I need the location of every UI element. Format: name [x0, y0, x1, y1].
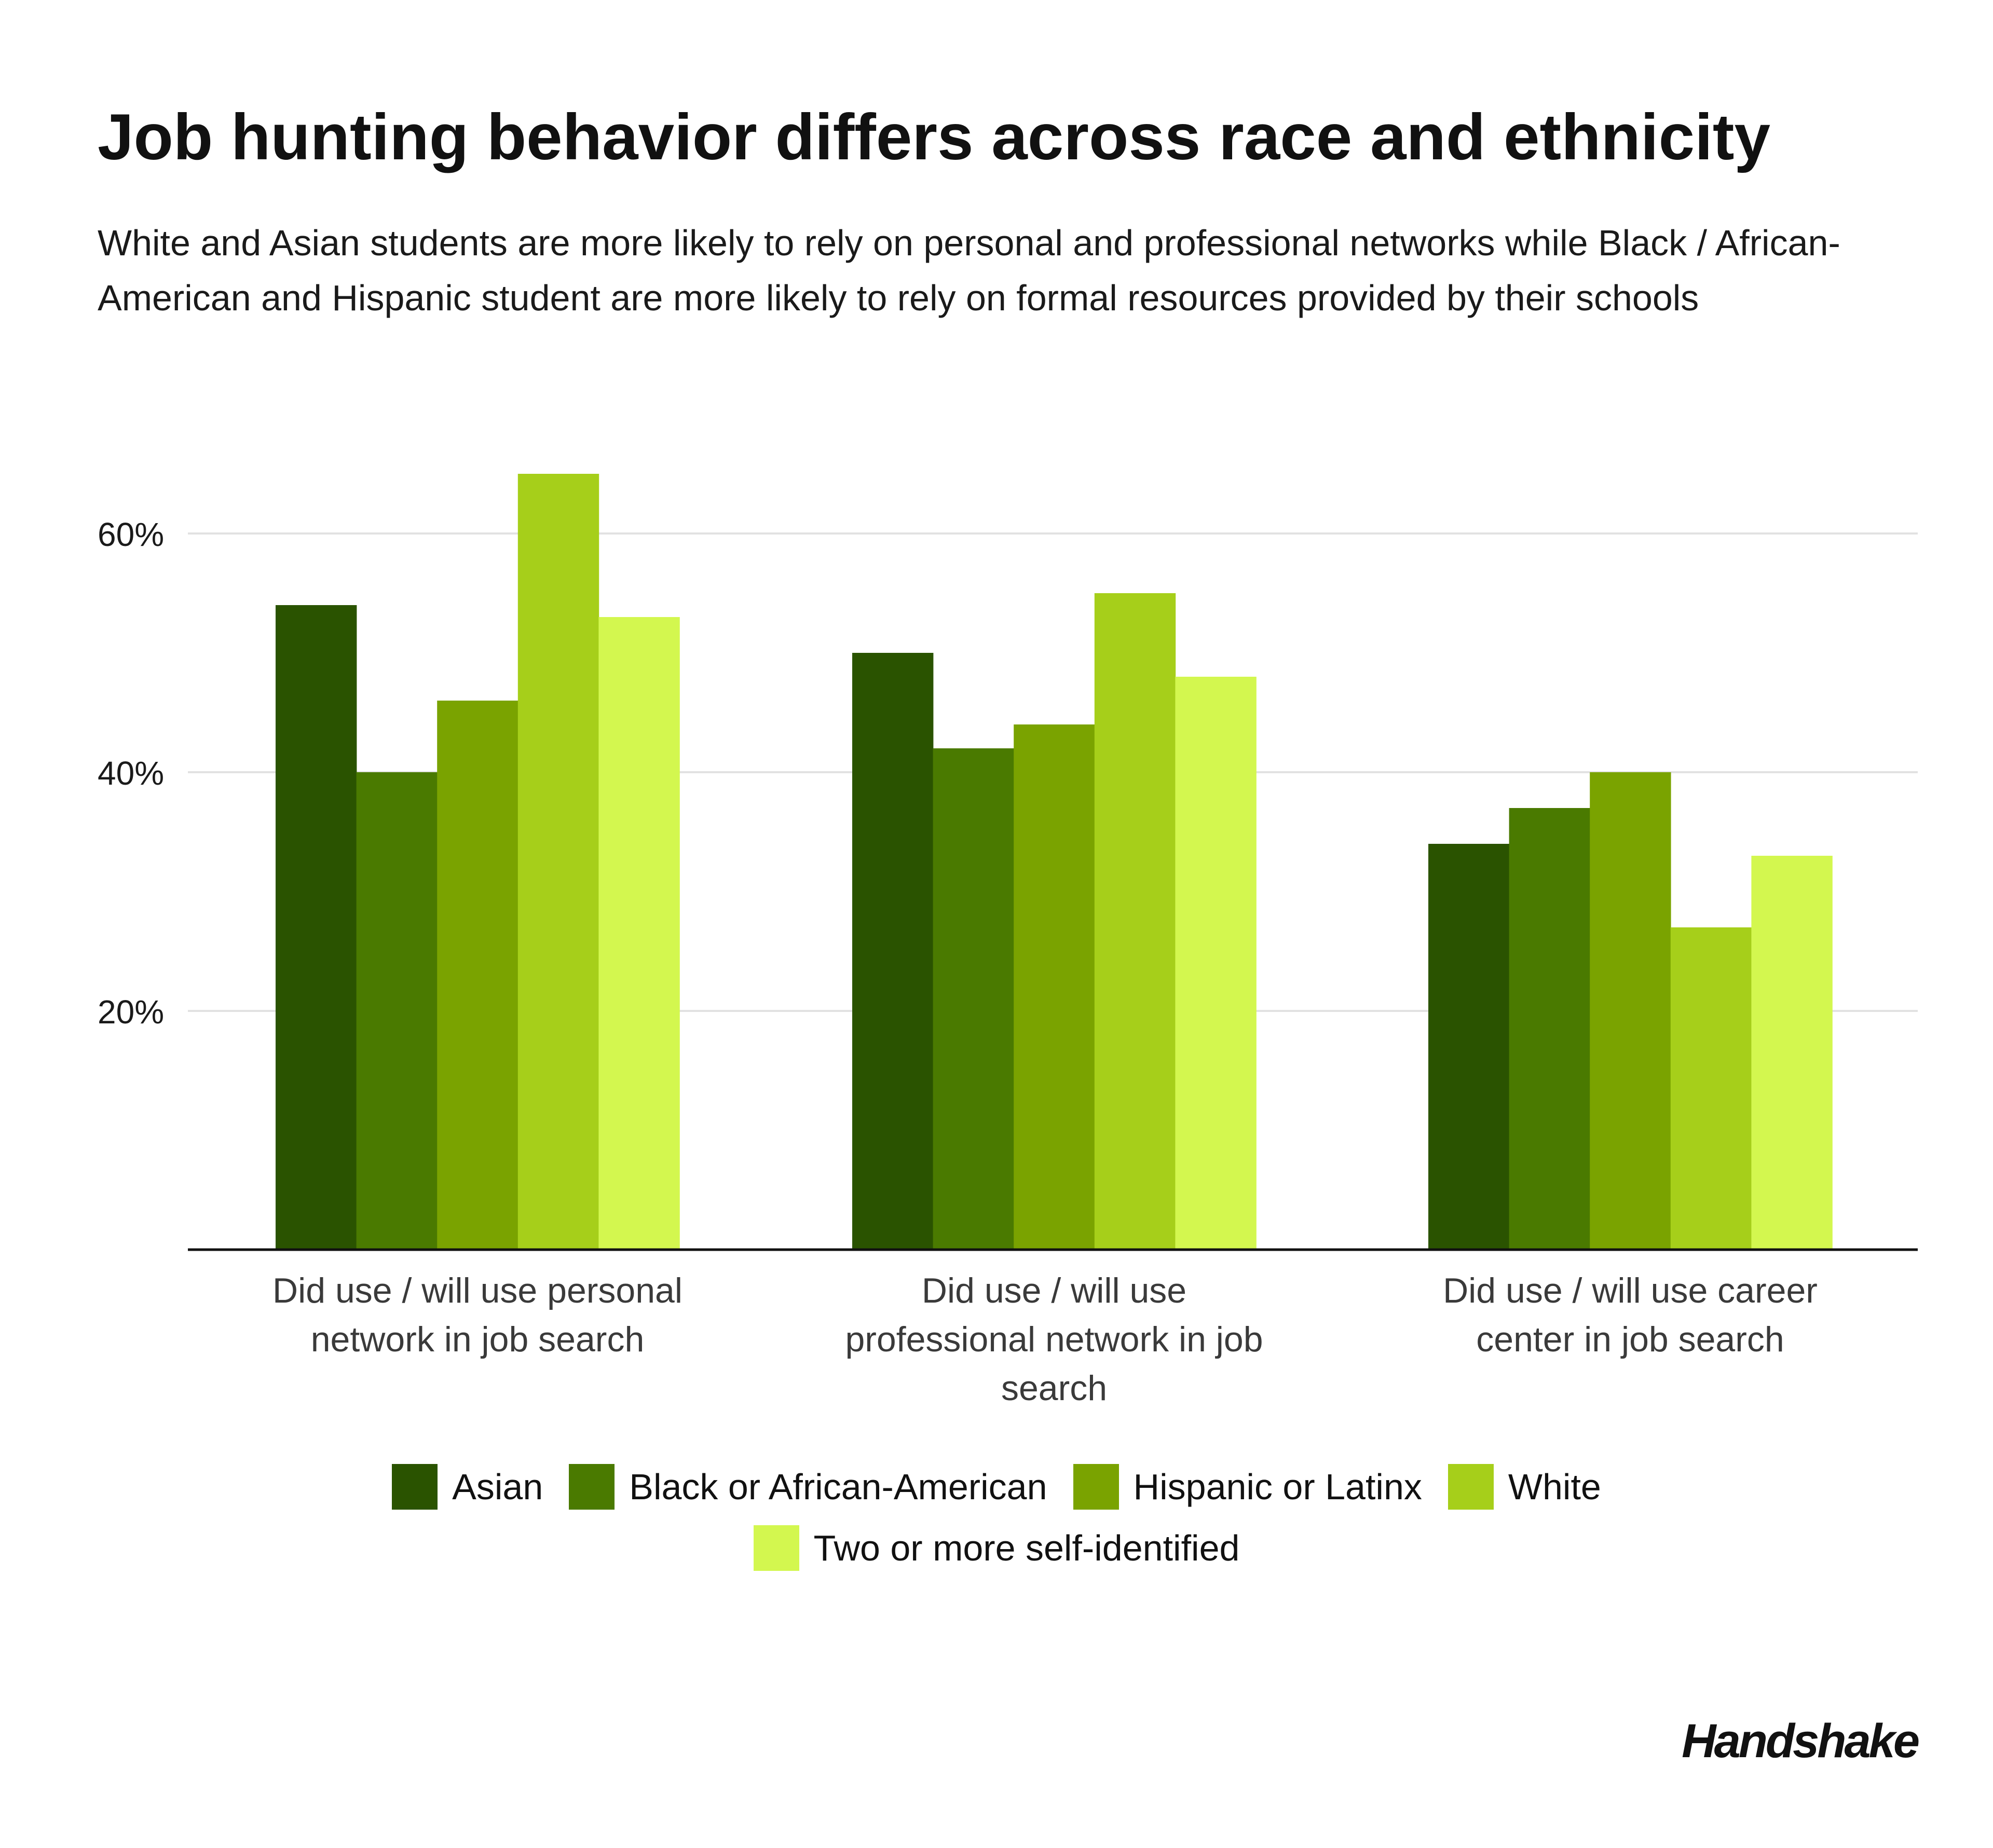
chart-subtitle: White and Asian students are more likely…: [98, 223, 1840, 318]
legend-label: Black or African-American: [629, 1467, 1047, 1507]
legend-item: White: [1448, 1463, 1601, 1510]
legend-label: White: [1508, 1467, 1601, 1507]
legend-label: Hispanic or Latinx: [1133, 1467, 1422, 1507]
bar-hispanic-or-latinx-2: [1014, 724, 1095, 1250]
legend-swatch: [392, 1464, 438, 1510]
bar-black-or-african-american-1: [356, 772, 438, 1250]
x-tick-label: Did use / will use: [922, 1271, 1186, 1310]
bar-hispanic-or-latinx-1: [437, 701, 518, 1250]
bar-two-or-more-self-identified-2: [1175, 677, 1257, 1250]
bar-white-2: [1094, 593, 1176, 1250]
bar-black-or-african-american-2: [933, 748, 1014, 1250]
legend-item: Black or African-American: [569, 1463, 1047, 1510]
y-tick-label: 40%: [98, 755, 164, 792]
bar-white-3: [1670, 927, 1752, 1250]
legend-swatch: [1448, 1464, 1494, 1510]
legend-item: Two or more self-identified: [753, 1525, 1240, 1571]
handshake-logo: Handshake: [1682, 1715, 1920, 1768]
legend-swatch: [569, 1464, 615, 1510]
bar-white-1: [517, 474, 599, 1250]
y-tick-label: 60%: [98, 516, 164, 553]
chart-title: Job hunting behavior differs across race…: [98, 101, 1770, 173]
x-tick-label: search: [1001, 1368, 1107, 1408]
chart-legend: Asian Black or African-American Hispanic o…: [260, 1463, 1733, 1571]
x-tick-label: Did use / will use personal: [272, 1271, 682, 1310]
x-tick-label: network in job search: [311, 1320, 645, 1359]
bar-two-or-more-self-identified-1: [598, 617, 680, 1250]
legend-label: Two or more self-identified: [813, 1528, 1240, 1568]
bar-black-or-african-american-3: [1509, 808, 1590, 1250]
x-tick-label: professional network in job: [845, 1320, 1263, 1359]
bar-asian-2: [852, 653, 934, 1250]
y-tick-label: 20%: [98, 993, 164, 1031]
legend-label: Asian: [452, 1467, 543, 1507]
bar-two-or-more-self-identified-3: [1751, 856, 1833, 1250]
legend-swatch: [1073, 1464, 1119, 1510]
legend-item: Hispanic or Latinx: [1073, 1463, 1422, 1510]
bar-hispanic-or-latinx-3: [1590, 772, 1671, 1250]
legend-item: Asian: [392, 1463, 543, 1510]
legend-swatch: [753, 1525, 799, 1571]
bar-asian-3: [1428, 844, 1510, 1250]
x-tick-label: Did use / will use career: [1443, 1271, 1818, 1310]
bar-asian-1: [276, 605, 357, 1250]
x-tick-label: center in job search: [1476, 1320, 1784, 1359]
